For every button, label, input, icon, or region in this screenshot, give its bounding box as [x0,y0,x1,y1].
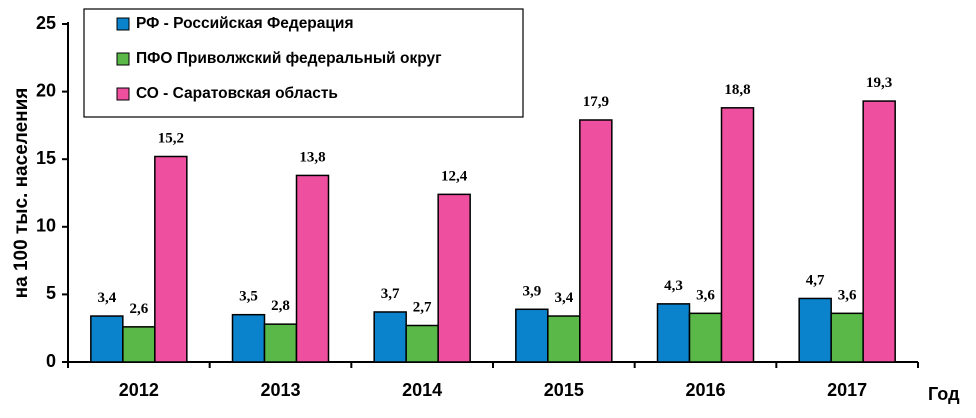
data-label: 12,4 [441,168,468,184]
data-label: 2,6 [129,301,148,317]
bar [295,174,330,363]
x-tick-label: 2013 [260,380,300,400]
y-tick-label: 25 [36,13,56,33]
y-tick-label: 20 [36,80,56,100]
legend-label: СО - Саратовская область [136,85,338,102]
y-tick-label: 0 [46,351,56,371]
bar [90,315,124,363]
bar [720,107,755,363]
data-label: 3,7 [381,286,400,302]
y-tick-label: 10 [36,216,56,236]
x-tick-label: 2012 [119,380,159,400]
bar [656,303,691,363]
bar [154,155,188,363]
y-tick-label: 15 [36,148,56,168]
bar [437,193,471,363]
bar [547,315,581,363]
y-axis-label: на 100 тыс. населения [11,88,32,299]
x-tick-label: 2014 [402,380,442,400]
bar [122,326,156,363]
data-label: 3,5 [239,289,258,305]
data-label: 18,8 [724,82,750,98]
x-tick-label: 2015 [544,380,584,400]
x-axis-label: Год [928,384,960,404]
x-tick-label: 2016 [685,380,725,400]
data-label: 13,8 [299,149,325,165]
legend-swatch [116,17,130,31]
bar [798,297,832,363]
data-label: 2,7 [413,299,432,315]
data-label: 4,3 [664,278,683,294]
bar [373,311,407,363]
x-tick-label: 2017 [827,380,867,400]
data-label: 19,3 [866,75,892,91]
bar [830,312,864,363]
bar [405,324,439,363]
bar [231,313,266,363]
bar [688,312,723,363]
bar [579,119,613,363]
legend-box [83,8,524,118]
legend-swatch [116,87,130,101]
y-tick-label: 5 [46,283,56,303]
bar [515,308,549,363]
legend-label: РФ - Российская Федерация [136,15,354,32]
legend-swatch [116,52,130,66]
data-label: 17,9 [583,94,609,110]
legend: РФ - Российская Федерация ПФО Приволжский… [83,8,524,118]
legend-label: ПФО Приволжский федеральный округ [136,50,442,67]
data-label: 2,8 [271,298,290,314]
data-label: 3,6 [838,287,857,303]
data-label: 4,7 [806,272,825,288]
bar [263,323,298,363]
data-label: 3,9 [522,283,541,299]
data-label: 15,2 [158,130,184,146]
data-label: 3,4 [97,290,116,306]
data-label: 3,6 [696,287,715,303]
data-label: 3,4 [554,290,573,306]
bar [862,100,896,363]
plot-area: 0 5 10 15 20 25 2012 3,4 2,6 15,2 2013 3,5 2,8 13,8 20… [36,13,919,400]
